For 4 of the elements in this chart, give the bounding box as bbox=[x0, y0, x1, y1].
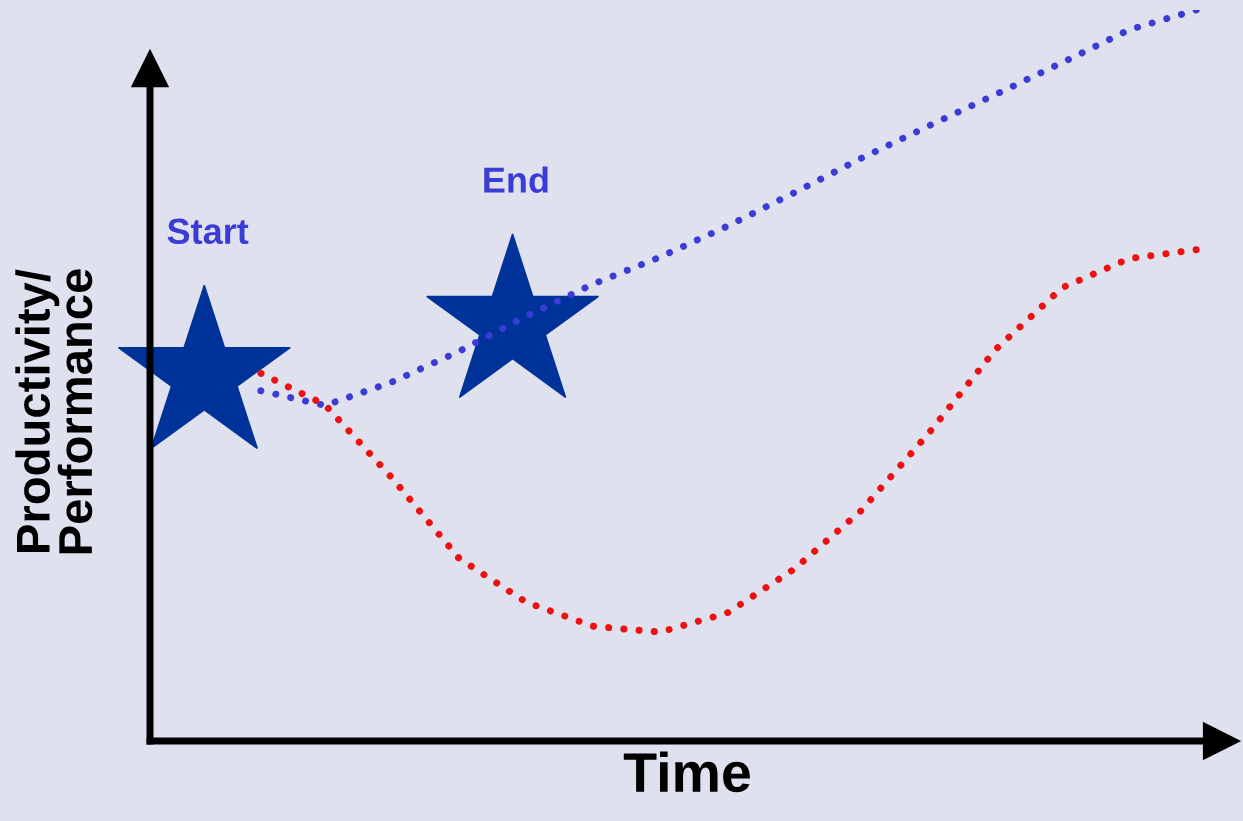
x-axis-title: Time bbox=[623, 751, 750, 793]
annotation: Start bbox=[167, 218, 249, 245]
y-axis-title: Productivity/ Performance bbox=[15, 269, 93, 554]
annotation: End bbox=[484, 166, 548, 193]
